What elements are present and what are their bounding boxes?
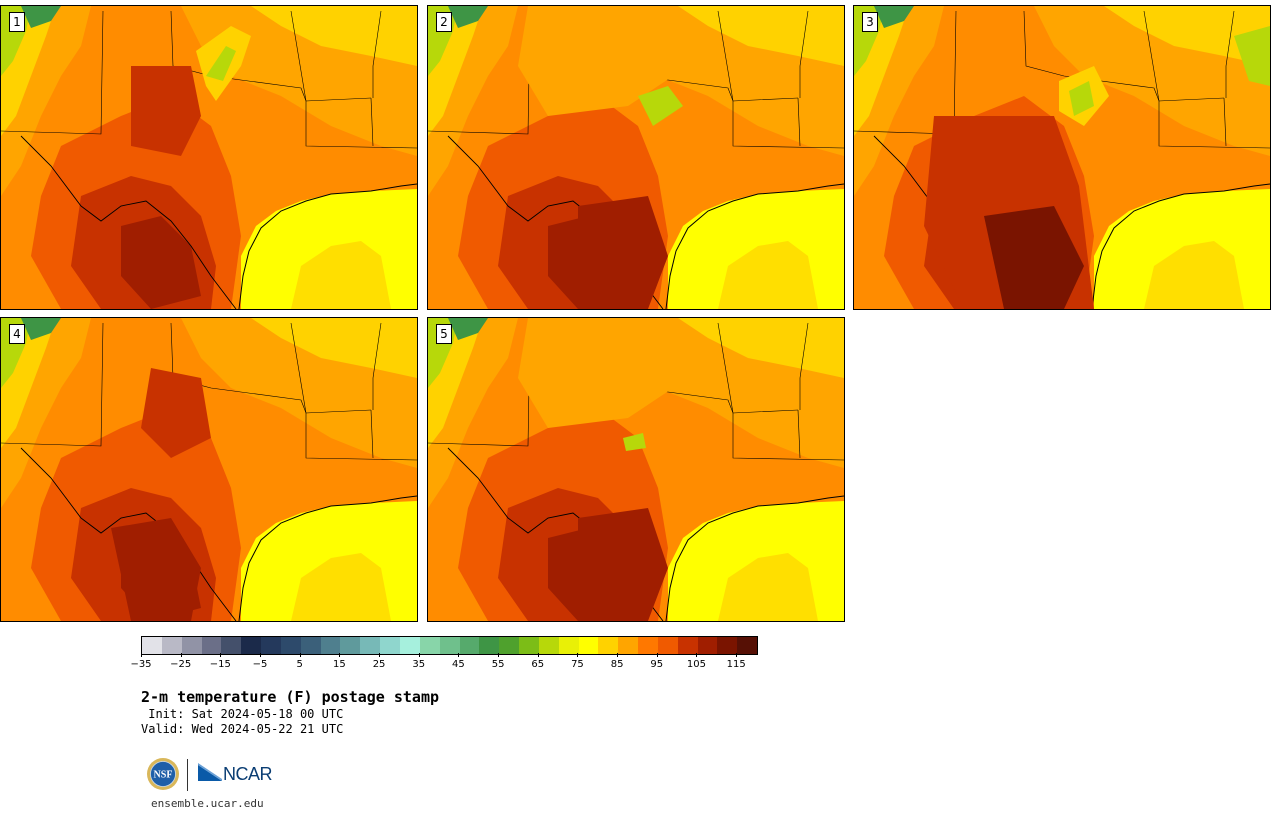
- colorbar-segment-2: [181, 637, 202, 654]
- colorbar-segment-22: [578, 637, 599, 654]
- colorbar-tick-label: 85: [610, 659, 624, 670]
- colorbar-segment-18: [499, 637, 520, 654]
- valid-time: Valid: Wed 2024-05-22 21 UTC: [141, 722, 344, 736]
- ncar-icon: [198, 763, 222, 781]
- colorbar-tick-label: 75: [571, 659, 584, 670]
- colorbar-segment-24: [618, 637, 639, 654]
- colorbar-segment-30: [737, 637, 758, 654]
- colorbar-tick-label: 115: [726, 659, 746, 670]
- colorbar-tick-label: −25: [170, 659, 192, 670]
- colorbar-tick-label: −5: [252, 659, 268, 670]
- colorbar-segment-12: [380, 637, 400, 654]
- colorbar-tick-label: 5: [296, 659, 303, 670]
- temperature-map-3: [854, 6, 1270, 309]
- colorbar-tick: [696, 653, 698, 657]
- ensemble-member-map-1: 1: [0, 5, 418, 310]
- ensemble-member-map-3: 3: [853, 5, 1271, 310]
- logo-divider: [187, 759, 188, 791]
- colorbar-tick-label: 105: [686, 659, 707, 670]
- init-time: Init: Sat 2024-05-18 00 UTC: [141, 707, 344, 721]
- colorbar-segment-28: [697, 637, 718, 654]
- member-number-label: 3: [862, 12, 878, 32]
- colorbar-tick-label: 55: [491, 659, 505, 670]
- colorbar-tick: [537, 653, 539, 657]
- colorbar-segment-1: [161, 637, 182, 654]
- colorbar-ticks: −35 −25 −15 −5 5 15 25 35 45 55 65 75 85 95 105 115: [130, 653, 756, 675]
- colorbar-tick: [736, 653, 738, 657]
- colorbar-segment-3: [201, 637, 222, 654]
- colorbar-segment-21: [558, 637, 579, 654]
- colorbar-tick: [180, 653, 182, 657]
- colorbar-segment-9: [320, 637, 341, 654]
- colorbar-tick: [379, 653, 381, 657]
- colorbar-tick: [220, 653, 222, 657]
- colorbar-tick: [498, 653, 500, 657]
- colorbar-segment-10: [340, 637, 361, 654]
- colorbar-tick-label: 95: [650, 659, 664, 670]
- colorbar-segment-23: [598, 637, 619, 654]
- colorbar-segment-20: [538, 637, 559, 654]
- colorbar-segment-5: [241, 637, 262, 654]
- member-number-label: 2: [436, 12, 452, 32]
- temperature-map-1: [1, 6, 417, 309]
- colorbar-segment-11: [360, 637, 381, 654]
- member-number-label: 4: [9, 324, 25, 344]
- ncar-logo-text: NCAR: [223, 764, 273, 784]
- colorbar-tick: [577, 653, 579, 657]
- colorbar-tick: [656, 653, 658, 657]
- site-url: ensemble.ucar.edu: [151, 797, 264, 810]
- colorbar-segment-14: [419, 637, 440, 654]
- colorbar-tick-label: −15: [209, 659, 231, 670]
- temperature-colorbar: [141, 636, 758, 655]
- colorbar-tick-label: −35: [130, 659, 152, 670]
- colorbar-tick: [617, 653, 619, 657]
- colorbar-tick: [458, 653, 460, 657]
- colorbar-segment-16: [459, 637, 480, 654]
- temperature-map-2: [428, 6, 844, 309]
- ensemble-member-map-5: 5: [427, 317, 845, 622]
- ensemble-member-map-4: 4: [0, 317, 418, 622]
- colorbar-segment-6: [261, 637, 281, 654]
- colorbar-tick: [141, 653, 142, 657]
- nsf-logo: NSF: [147, 758, 179, 790]
- colorbar-segment-25: [638, 637, 658, 654]
- nsf-logo-text: NSF: [154, 770, 173, 781]
- colorbar-tick: [418, 653, 420, 657]
- colorbar-segment-15: [439, 637, 460, 654]
- ensemble-member-map-2: 2: [427, 5, 845, 310]
- colorbar-tick: [299, 653, 301, 657]
- colorbar-segment-13: [399, 637, 420, 654]
- colorbar-tick-label: 25: [372, 659, 386, 670]
- colorbar-segment-19: [519, 637, 539, 654]
- colorbar-segment-17: [479, 637, 500, 654]
- colorbar-segment-7: [280, 637, 301, 654]
- colorbar-segment-4: [221, 637, 242, 654]
- temperature-map-5: [428, 318, 844, 621]
- colorbar-segment-0: [142, 637, 162, 654]
- colorbar-segment-29: [717, 637, 738, 654]
- colorbar-segment-8: [300, 637, 321, 654]
- colorbar-segment-27: [677, 637, 698, 654]
- member-number-label: 1: [9, 12, 25, 32]
- plot-title: 2-m temperature (F) postage stamp: [141, 688, 440, 706]
- colorbar-tick-label: 65: [531, 659, 545, 670]
- colorbar-tick-label: 45: [452, 659, 465, 670]
- colorbar-segment-26: [657, 637, 678, 654]
- colorbar-tick: [339, 653, 341, 657]
- colorbar-tick: [260, 653, 262, 657]
- temperature-map-4: [1, 318, 417, 621]
- colorbar-tick-label: 15: [333, 659, 346, 670]
- colorbar-tick-label: 35: [412, 659, 426, 670]
- member-number-label: 5: [436, 324, 452, 344]
